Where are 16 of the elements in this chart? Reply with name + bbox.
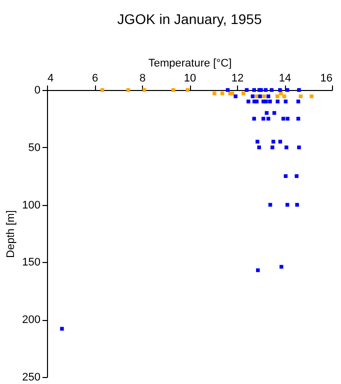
y-tick-label: 0 bbox=[34, 84, 40, 96]
x-axis-title: Temperature [°C] bbox=[148, 58, 232, 70]
x-tick-label: 4 bbox=[48, 72, 54, 84]
y-tick-label: 50 bbox=[28, 142, 40, 154]
x-tick-label: 14 bbox=[278, 72, 292, 84]
y-tick-label: 200 bbox=[22, 314, 40, 326]
x-tick-label: 8 bbox=[139, 72, 146, 84]
y-tick-label: 250 bbox=[22, 372, 40, 384]
x-tick-label: 10 bbox=[184, 72, 196, 84]
x-tick-label: 6 bbox=[92, 72, 98, 84]
x-tick-label: 16 bbox=[320, 72, 332, 84]
chart-title: JGOK in January, 1955 bbox=[117, 11, 262, 27]
y-tick-label: 150 bbox=[22, 256, 40, 269]
y-tick-label: 100 bbox=[22, 199, 40, 212]
y-axis-title: Depth [m] bbox=[5, 210, 18, 258]
x-tick-label: 12 bbox=[231, 72, 244, 84]
